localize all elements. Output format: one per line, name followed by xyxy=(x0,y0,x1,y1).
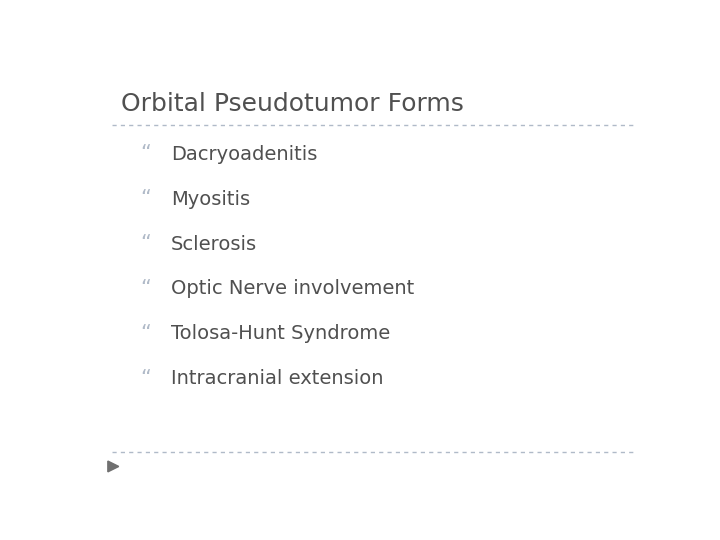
Text: “: “ xyxy=(140,234,151,254)
Text: Intracranial extension: Intracranial extension xyxy=(171,369,384,388)
Text: “: “ xyxy=(140,144,151,164)
Text: “: “ xyxy=(140,369,151,389)
Text: “: “ xyxy=(140,279,151,299)
Text: “: “ xyxy=(140,189,151,209)
Polygon shape xyxy=(108,461,119,472)
Text: Orbital Pseudotumor Forms: Orbital Pseudotumor Forms xyxy=(121,92,464,116)
Text: Myositis: Myositis xyxy=(171,190,250,208)
Text: Dacryoadenitis: Dacryoadenitis xyxy=(171,145,318,164)
Text: Sclerosis: Sclerosis xyxy=(171,234,257,253)
Text: Tolosa-Hunt Syndrome: Tolosa-Hunt Syndrome xyxy=(171,325,390,343)
Text: Optic Nerve involvement: Optic Nerve involvement xyxy=(171,279,414,299)
Text: “: “ xyxy=(140,324,151,344)
